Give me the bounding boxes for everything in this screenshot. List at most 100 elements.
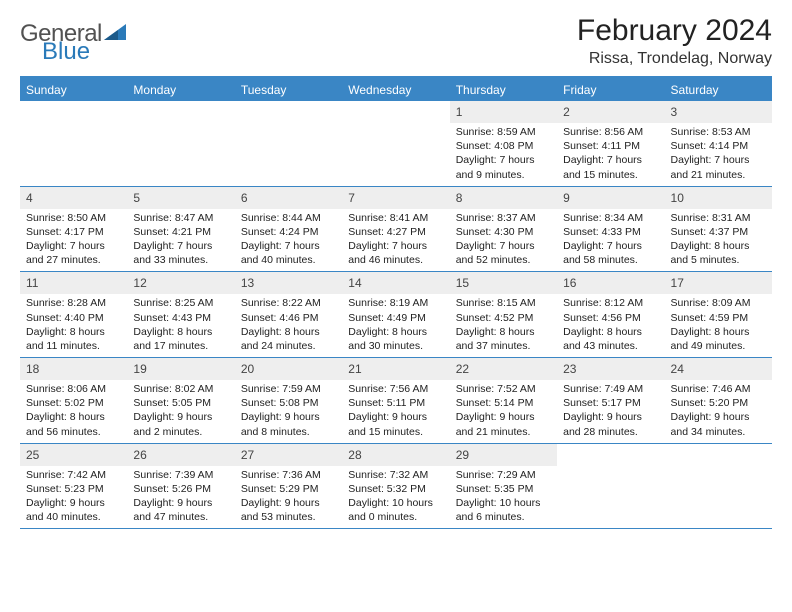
day-body: Sunrise: 8:53 AMSunset: 4:14 PMDaylight:… [665,123,772,186]
sunrise-line: Sunrise: 8:28 AM [26,296,121,310]
day-number: 12 [133,276,146,290]
daylight-line: Daylight: 8 hours and 17 minutes. [133,325,228,353]
sunrise-line: Sunrise: 8:22 AM [241,296,336,310]
sunrise-line: Sunrise: 7:36 AM [241,468,336,482]
calendar-cell: 10Sunrise: 8:31 AMSunset: 4:37 PMDayligh… [665,186,772,272]
sunset-line: Sunset: 5:17 PM [563,396,658,410]
daylight-line: Daylight: 8 hours and 37 minutes. [456,325,551,353]
daylight-line: Daylight: 9 hours and 21 minutes. [456,410,551,438]
day-number-wrap: 4 [20,187,127,209]
calendar-cell: 17Sunrise: 8:09 AMSunset: 4:59 PMDayligh… [665,272,772,358]
daylight-line: Daylight: 9 hours and 34 minutes. [671,410,766,438]
sunset-line: Sunset: 4:14 PM [671,139,766,153]
day-number-wrap: 17 [665,272,772,294]
sunset-line: Sunset: 4:30 PM [456,225,551,239]
day-number: 2 [563,105,570,119]
day-body: Sunrise: 8:28 AMSunset: 4:40 PMDaylight:… [20,294,127,357]
sunset-line: Sunset: 4:17 PM [26,225,121,239]
day-body: Sunrise: 7:52 AMSunset: 5:14 PMDaylight:… [450,380,557,443]
day-number-wrap: 6 [235,187,342,209]
day-number-wrap: 18 [20,358,127,380]
day-number-wrap: 23 [557,358,664,380]
day-number-wrap: 27 [235,444,342,466]
calendar-cell: 19Sunrise: 8:02 AMSunset: 5:05 PMDayligh… [127,358,234,444]
day-number: 16 [563,276,576,290]
day-number-wrap: 20 [235,358,342,380]
day-body: Sunrise: 7:32 AMSunset: 5:32 PMDaylight:… [342,466,449,529]
sunset-line: Sunset: 4:33 PM [563,225,658,239]
sunset-line: Sunset: 5:35 PM [456,482,551,496]
calendar-table: SundayMondayTuesdayWednesdayThursdayFrid… [20,76,772,529]
sunset-line: Sunset: 5:32 PM [348,482,443,496]
day-number: 23 [563,362,576,376]
day-number: 24 [671,362,684,376]
day-number-wrap: 14 [342,272,449,294]
calendar-cell: 25 Sunrise: 7:42 AMSunset: 5:23 PMDayligh… [20,443,127,529]
calendar-cell: 20Sunrise: 7:59 AMSunset: 5:08 PMDayligh… [235,358,342,444]
day-body: Sunrise: 8:06 AMSunset: 5:02 PMDaylight:… [20,380,127,443]
calendar-cell [127,101,234,186]
day-number: 5 [133,191,140,205]
daylight-line: Daylight: 7 hours and 40 minutes. [241,239,336,267]
calendar-body: 1Sunrise: 8:59 AMSunset: 4:08 PMDaylight… [20,101,772,529]
calendar-cell: 24Sunrise: 7:46 AMSunset: 5:20 PMDayligh… [665,358,772,444]
day-body: Sunrise: 7:56 AMSunset: 5:11 PMDaylight:… [342,380,449,443]
day-number: 6 [241,191,248,205]
day-number: 17 [671,276,684,290]
sunrise-line: Sunrise: 7:59 AM [241,382,336,396]
sunset-line: Sunset: 5:23 PM [26,482,121,496]
sunset-line: Sunset: 5:29 PM [241,482,336,496]
day-body: Sunrise: 8:47 AMSunset: 4:21 PMDaylight:… [127,209,234,272]
daylight-line: Daylight: 7 hours and 21 minutes. [671,153,766,181]
day-number: 28 [348,448,361,462]
day-body: Sunrise: 8:59 AMSunset: 4:08 PMDaylight:… [450,123,557,186]
day-number-wrap: 3 [665,101,772,123]
sunset-line: Sunset: 4:59 PM [671,311,766,325]
day-number: 18 [26,362,39,376]
calendar-cell: 28 Sunrise: 7:32 AMSunset: 5:32 PMDayligh… [342,443,449,529]
daylight-line: Daylight: 7 hours and 9 minutes. [456,153,551,181]
sunrise-line: Sunrise: 7:42 AM [26,468,121,482]
daylight-line: Daylight: 7 hours and 15 minutes. [563,153,658,181]
day-number: 29 [456,448,469,462]
sunset-line: Sunset: 4:40 PM [26,311,121,325]
day-number-wrap: 12 [127,272,234,294]
day-body: Sunrise: 7:42 AMSunset: 5:23 PMDaylight:… [20,466,127,529]
sunrise-line: Sunrise: 8:53 AM [671,125,766,139]
day-body: Sunrise: 8:22 AMSunset: 4:46 PMDaylight:… [235,294,342,357]
day-number: 19 [133,362,146,376]
sunset-line: Sunset: 4:21 PM [133,225,228,239]
daylight-line: Daylight: 8 hours and 11 minutes. [26,325,121,353]
day-number: 13 [241,276,254,290]
header-right: February 2024 Rissa, Trondelag, Norway [577,14,772,68]
daylight-line: Daylight: 8 hours and 43 minutes. [563,325,658,353]
calendar-cell: 12Sunrise: 8:25 AMSunset: 4:43 PMDayligh… [127,272,234,358]
calendar-cell: 14Sunrise: 8:19 AMSunset: 4:49 PMDayligh… [342,272,449,358]
sunrise-line: Sunrise: 8:02 AM [133,382,228,396]
calendar-cell: 8Sunrise: 8:37 AMSunset: 4:30 PMDaylight… [450,186,557,272]
day-body: Sunrise: 7:29 AMSunset: 5:35 PMDaylight:… [450,466,557,529]
weekday-header: Saturday [665,78,772,102]
daylight-line: Daylight: 9 hours and 47 minutes. [133,496,228,524]
sunrise-line: Sunrise: 7:49 AM [563,382,658,396]
calendar-head: SundayMondayTuesdayWednesdayThursdayFrid… [20,78,772,102]
month-title: February 2024 [577,14,772,48]
day-number-wrap: 16 [557,272,664,294]
sunset-line: Sunset: 4:43 PM [133,311,228,325]
day-body: Sunrise: 8:34 AMSunset: 4:33 PMDaylight:… [557,209,664,272]
day-number: 15 [456,276,469,290]
sunrise-line: Sunrise: 7:46 AM [671,382,766,396]
daylight-line: Daylight: 8 hours and 24 minutes. [241,325,336,353]
calendar-cell: 27Sunrise: 7:36 AMSunset: 5:29 PMDayligh… [235,443,342,529]
calendar-cell: 11Sunrise: 8:28 AMSunset: 4:40 PMDayligh… [20,272,127,358]
day-number-wrap: 9 [557,187,664,209]
calendar-cell: 9Sunrise: 8:34 AMSunset: 4:33 PMDaylight… [557,186,664,272]
day-number-wrap: 13 [235,272,342,294]
day-number: 25 [26,448,39,462]
triangle-icon [104,22,126,47]
sunset-line: Sunset: 4:46 PM [241,311,336,325]
calendar-cell: 18 Sunrise: 8:06 AMSunset: 5:02 PMDayligh… [20,358,127,444]
day-number-wrap: 5 [127,187,234,209]
sunrise-line: Sunrise: 8:56 AM [563,125,658,139]
sunrise-line: Sunrise: 8:34 AM [563,211,658,225]
